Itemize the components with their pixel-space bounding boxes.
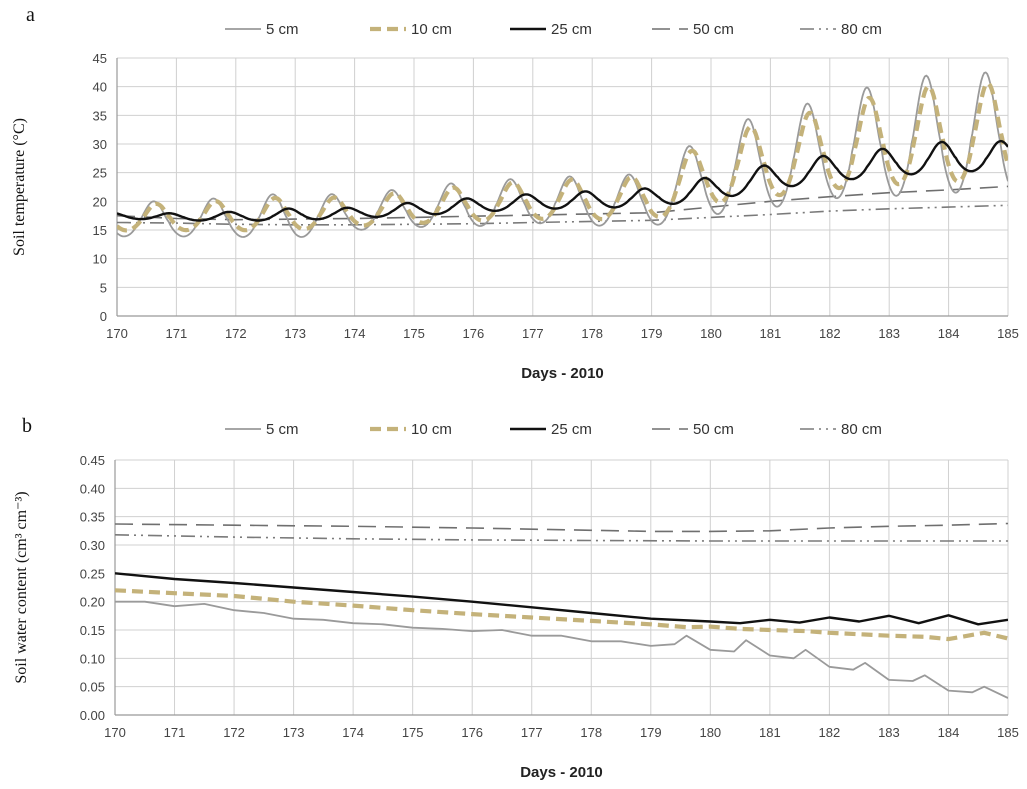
legend-label: 25 cm: [551, 421, 592, 438]
x-tick-label: 174: [344, 326, 366, 341]
y-tick-label: 20: [93, 194, 107, 209]
y-tick-label: 0.30: [80, 538, 105, 553]
x-tick-label: 182: [819, 326, 841, 341]
x-tick-label: 170: [106, 326, 128, 341]
y-tick-label: 0.45: [80, 453, 105, 468]
x-tick-label: 185: [997, 725, 1019, 740]
x-tick-label: 183: [878, 326, 900, 341]
x-tick-label: 176: [463, 326, 485, 341]
x-tick-label: 184: [938, 725, 960, 740]
y-tick-label: 35: [93, 108, 107, 123]
y-tick-label: 0.35: [80, 510, 105, 525]
y-tick-label: 0.15: [80, 623, 105, 638]
y-tick-label: 45: [93, 51, 107, 66]
x-tick-label: 179: [640, 725, 662, 740]
y-tick-label: 0.05: [80, 680, 105, 695]
x-tick-label: 176: [461, 725, 483, 740]
x-tick-label: 172: [223, 725, 245, 740]
series-line-25-cm: [115, 572, 1008, 626]
legend-label: 80 cm: [841, 21, 882, 38]
x-tick-label: 173: [284, 326, 306, 341]
series-line-10-cm: [117, 81, 1008, 233]
y-tick-label: 0.20: [80, 595, 105, 610]
x-tick-label: 179: [641, 326, 663, 341]
y-tick-label: 0.40: [80, 481, 105, 496]
x-tick-label: 181: [760, 326, 782, 341]
x-tick-label: 172: [225, 326, 247, 341]
x-tick-label: 184: [938, 326, 960, 341]
water-content-chart-panel: b 0.00 0.05 0.10 0.15 0.20 0.25 0.30 0.35 0.40 0.…: [0, 392, 1027, 789]
y-tick-label: 0: [100, 309, 107, 324]
water-content-chart: 0.00 0.05 0.10 0.15 0.20 0.25 0.30 0.35 0.40 0.45…: [13, 421, 1019, 781]
x-tick-label: 171: [166, 326, 188, 341]
series-line-50-cm: [115, 522, 1008, 533]
x-tick-label: 180: [699, 725, 721, 740]
x-tick-label: 178: [580, 725, 602, 740]
series-line-5-cm: [117, 71, 1008, 238]
y-tick-label: 0.00: [80, 708, 105, 723]
legend-label: 50 cm: [693, 421, 734, 438]
x-tick-label: 175: [403, 326, 425, 341]
x-tick-label: 181: [759, 725, 781, 740]
y-tick-label: 5: [100, 280, 107, 295]
series-line-50-cm: [117, 185, 1008, 221]
temperature-chart: 0 5 10 15 20 25 30 35 40 45 170 171 172 173 174 175 176 1…: [11, 21, 1019, 382]
legend-label: 5 cm: [266, 421, 299, 438]
legend-label: 80 cm: [841, 421, 882, 438]
x-tick-label: 177: [521, 725, 543, 740]
y-tick-label: 0.25: [80, 566, 105, 581]
x-axis-label: Days - 2010: [521, 365, 604, 382]
x-tick-label: 170: [104, 725, 126, 740]
x-tick-label: 171: [164, 725, 186, 740]
y-tick-label: 15: [93, 223, 107, 238]
x-tick-label: 175: [402, 725, 424, 740]
gridlines: [114, 459, 1009, 716]
x-tick-label: 173: [283, 725, 305, 740]
legend-label: 50 cm: [693, 21, 734, 38]
y-tick-label: 10: [93, 252, 107, 267]
y-tick-label: 40: [93, 80, 107, 95]
y-tick-label: 30: [93, 137, 107, 152]
x-tick-label: 183: [878, 725, 900, 740]
x-tick-label: 177: [522, 326, 544, 341]
panel-label-a: a: [26, 4, 35, 26]
y-tick-label: 0.10: [80, 651, 105, 666]
legend-label: 25 cm: [551, 21, 592, 38]
y-axis-label: Soil temperature (°C): [11, 118, 28, 256]
panel-label-b: b: [22, 415, 32, 437]
y-tick-label: 25: [93, 166, 107, 181]
y-axis-label: Soil water content (cm³ cm⁻³): [13, 491, 30, 683]
x-axis-label: Days - 2010: [520, 764, 603, 781]
legend-label: 5 cm: [266, 21, 299, 38]
legend: 5 cm 10 cm 25 cm 50 cm 80 cm: [225, 21, 882, 38]
series-line-25-cm: [117, 139, 1008, 222]
x-tick-label: 182: [819, 725, 841, 740]
x-tick-label: 180: [700, 326, 722, 341]
x-tick-label: 178: [581, 326, 603, 341]
series-line-5-cm: [115, 600, 1008, 699]
series-line-10-cm: [115, 588, 1008, 642]
temperature-chart-panel: a 0 5 10 15 20 25 30 35 40 45 170 171 172 173 174 175 17…: [0, 0, 1027, 392]
legend-label: 10 cm: [411, 21, 452, 38]
x-tick-label: 174: [342, 725, 364, 740]
legend: 5 cm 10 cm 25 cm 50 cm 80 cm: [225, 421, 882, 438]
x-tick-label: 185: [997, 326, 1019, 341]
legend-label: 10 cm: [411, 421, 452, 438]
series-line-80-cm: [115, 534, 1008, 542]
